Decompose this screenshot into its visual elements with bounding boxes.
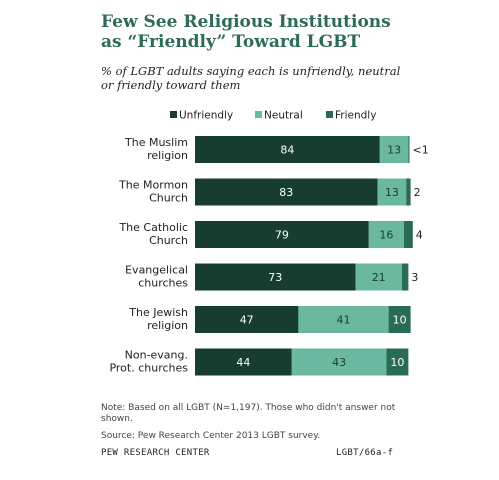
category-label: The Mormon bbox=[118, 179, 188, 192]
chart-note: Note: Based on all LGBT (N=1,197). Those… bbox=[101, 403, 396, 424]
bar-neutral bbox=[355, 263, 402, 291]
chart-subtitle: % of LGBT adults saying each is unfriend… bbox=[101, 64, 401, 92]
legend-label-neutral: Neutral bbox=[264, 110, 303, 122]
data-label-friendly: <1 bbox=[413, 144, 429, 157]
bar-unfriendly bbox=[195, 306, 299, 333]
category-label: The Muslim bbox=[124, 136, 188, 149]
bar-unfriendly bbox=[195, 263, 356, 291]
data-label-friendly: 10 bbox=[390, 356, 404, 369]
category-label: Church bbox=[149, 234, 188, 247]
category-label: Prot. churches bbox=[109, 362, 188, 375]
bar-neutral bbox=[298, 306, 389, 333]
bar-friendly bbox=[388, 306, 411, 333]
bar-friendly bbox=[406, 178, 411, 206]
bar-unfriendly bbox=[195, 348, 292, 376]
bar-unfriendly bbox=[195, 136, 380, 163]
legend-swatch-unfriendly bbox=[170, 111, 177, 118]
bar-unfriendly bbox=[195, 221, 369, 248]
publisher-name: PEW RESEARCH CENTER bbox=[101, 448, 210, 458]
bar-neutral bbox=[291, 348, 387, 376]
data-label-neutral: 13 bbox=[387, 144, 401, 157]
data-label-friendly: 3 bbox=[411, 271, 418, 284]
category-label: religion bbox=[147, 149, 188, 162]
bar-neutral bbox=[377, 178, 407, 206]
chart-source: Source: Pew Research Center 2013 LGBT su… bbox=[101, 431, 321, 441]
category-label: religion bbox=[147, 319, 188, 332]
data-label-unfriendly: 83 bbox=[279, 186, 293, 199]
bar-friendly bbox=[408, 136, 410, 163]
bar-neutral bbox=[379, 136, 409, 163]
legend-swatch-neutral bbox=[255, 111, 262, 118]
legend-label-friendly: Friendly bbox=[335, 110, 376, 122]
bar-neutral bbox=[368, 221, 404, 248]
bar-friendly bbox=[404, 221, 413, 248]
category-label: The Jewish bbox=[128, 306, 188, 319]
legend-swatch-friendly bbox=[326, 111, 333, 118]
data-label-neutral: 41 bbox=[337, 314, 351, 327]
category-label: Church bbox=[149, 192, 188, 205]
data-label-unfriendly: 84 bbox=[280, 144, 294, 157]
bar-friendly bbox=[401, 263, 409, 291]
data-label-unfriendly: 79 bbox=[275, 229, 289, 242]
data-label-neutral: 21 bbox=[372, 271, 386, 284]
data-label-neutral: 13 bbox=[385, 186, 399, 199]
data-label-friendly: 10 bbox=[393, 314, 407, 327]
bar-unfriendly bbox=[195, 178, 378, 206]
category-label: Evangelical bbox=[125, 264, 188, 277]
data-label-unfriendly: 73 bbox=[268, 271, 282, 284]
data-label-friendly: 2 bbox=[414, 186, 421, 199]
data-label-neutral: 43 bbox=[332, 356, 346, 369]
bar-friendly bbox=[386, 348, 409, 376]
chart-title: Few See Religious Institutions as “Frien… bbox=[101, 12, 391, 52]
data-label-unfriendly: 47 bbox=[240, 314, 254, 327]
category-label: churches bbox=[138, 277, 188, 290]
chart-id: LGBT/66a-f bbox=[336, 448, 394, 458]
data-label-unfriendly: 44 bbox=[236, 356, 250, 369]
category-label: Non-evang. bbox=[125, 349, 188, 362]
category-label: The Catholic bbox=[118, 221, 188, 234]
legend-label-unfriendly: Unfriendly bbox=[179, 110, 233, 122]
data-label-neutral: 16 bbox=[379, 229, 393, 242]
data-label-friendly: 4 bbox=[416, 229, 423, 242]
